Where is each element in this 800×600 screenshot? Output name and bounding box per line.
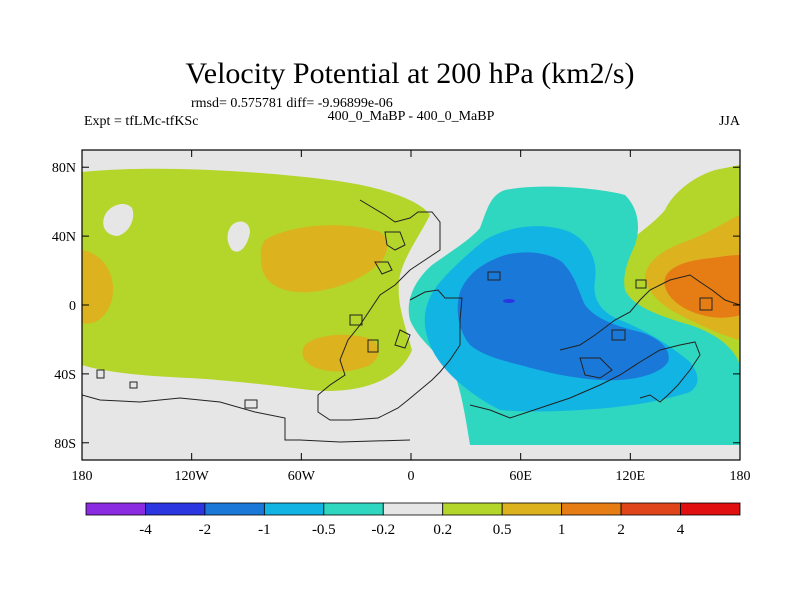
season-label: JJA [719,114,741,129]
colorbar-label: -0.5 [312,522,336,538]
positive-pacific-max [664,255,740,318]
colorbar-swatch [561,502,622,516]
colorbar-swatch [145,502,206,516]
neutral-west-blob [103,204,134,236]
colorbar-swatch [442,502,503,516]
y-tick-label: 40N [52,230,76,245]
x-axis: 180 120W 60W 0 60E 120E 180 [72,150,751,484]
coastline [82,199,740,443]
positive-west-left [82,250,114,324]
negative-core [503,299,515,303]
plot-area [82,150,740,460]
colorbar-swatch [382,502,444,516]
colorbar-label: 4 [677,522,685,538]
positive-west-band [82,168,430,391]
colorbar-label: -2 [199,522,212,538]
colorbar-label: -0.2 [371,522,395,538]
period-label: 400_0_MaBP - 400_0_MaBP [328,109,495,124]
x-tick-label: 0 [408,469,415,484]
x-tick-label: 60W [288,469,316,484]
colorbar-swatch [680,502,741,516]
colorbar-swatch [263,502,325,516]
positive-south-anomaly [302,334,379,372]
colorbar-label: 0.2 [433,522,452,538]
x-tick-label: 60E [509,469,532,484]
x-tick-label: 180 [72,469,93,484]
colorbar-swatch [204,502,265,516]
colorbar-label: 1 [558,522,566,538]
colorbar-swatch [85,502,146,516]
colorbar-label: 0.5 [493,522,512,538]
stats-line: rmsd= 0.575781 diff= -9.96899e-06 [191,96,393,111]
y-axis: 80N 40N 0 40S 80S [52,161,740,452]
neutral-west-blob-2 [227,221,250,252]
colorbar-label: 2 [617,522,625,538]
colorbar: -4 -2 -1 -0.5 -0.2 0.2 0.5 1 2 4 [85,502,741,538]
colorbar-label: -1 [258,522,271,538]
y-tick-label: 80S [54,437,76,452]
colorbar-swatch [620,502,681,516]
y-tick-label: 0 [69,299,76,314]
colorbar-label: -4 [139,522,152,538]
x-tick-label: 120W [175,469,210,484]
x-tick-label: 180 [730,469,751,484]
colorbar-swatch [501,502,563,516]
colorbar-swatch [323,502,384,516]
y-tick-label: 40S [54,368,76,383]
experiment-label: Expt = tfLMc-tfKSc [84,114,198,129]
y-tick-label: 80N [52,161,76,176]
positive-west-anomaly [260,225,388,293]
negative-inner [457,252,669,381]
chart-title: Velocity Potential at 200 hPa (km2/s) [185,57,634,90]
x-tick-label: 120E [616,469,646,484]
